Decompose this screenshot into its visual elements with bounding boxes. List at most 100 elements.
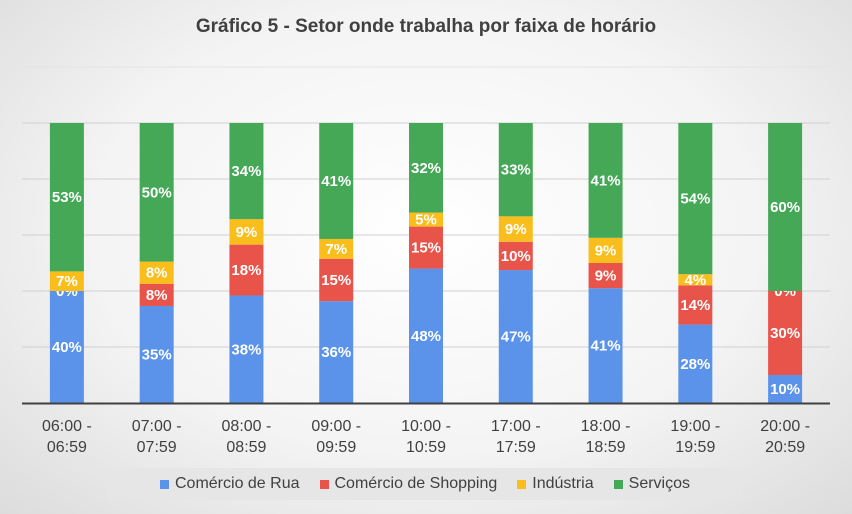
data-label: 15% xyxy=(411,240,441,257)
bar-segment xyxy=(498,270,533,403)
data-label: 40% xyxy=(52,339,82,356)
data-label: 53% xyxy=(52,189,82,206)
x-tick-label: 18:59 xyxy=(586,439,626,456)
bar-segment xyxy=(588,237,623,263)
data-label: 15% xyxy=(321,272,351,289)
data-label: 9% xyxy=(236,224,258,241)
bar-segment xyxy=(678,274,713,286)
data-label: 36% xyxy=(321,344,351,361)
data-label: 41% xyxy=(591,338,621,355)
x-tick-label: 06:59 xyxy=(47,439,87,456)
bar-segment xyxy=(588,263,623,289)
bar-segment xyxy=(139,305,174,403)
data-label: 10% xyxy=(770,381,800,398)
data-label: 28% xyxy=(680,356,710,373)
legend-swatch xyxy=(613,479,623,489)
x-tick-label: 08:59 xyxy=(226,439,266,456)
bar-segment xyxy=(409,226,443,269)
bar-segment xyxy=(49,291,84,403)
data-label: 7% xyxy=(56,273,78,290)
x-tick-label: 19:00 - xyxy=(670,418,720,435)
data-label: 4% xyxy=(684,272,706,289)
data-label: 35% xyxy=(142,346,172,363)
bar-segment xyxy=(678,324,713,403)
bar-segment xyxy=(409,268,443,403)
bar-segment xyxy=(498,241,533,271)
data-label: 48% xyxy=(411,328,441,345)
data-label: 41% xyxy=(591,172,621,189)
bar-segment xyxy=(498,216,533,242)
legend-label: Serviços xyxy=(628,475,690,492)
x-tick-label: 18:00 - xyxy=(581,418,631,435)
legend-item: Serviços xyxy=(613,475,690,493)
data-label: 60% xyxy=(770,199,800,216)
data-label: 8% xyxy=(146,287,168,304)
legend-item: Comércio de Shopping xyxy=(319,475,498,493)
bar-segment xyxy=(229,123,264,220)
data-label: 5% xyxy=(415,212,437,229)
bar-segment xyxy=(588,288,623,403)
bar-segment xyxy=(768,375,803,403)
chart-title: Gráfico 5 - Setor onde trabalha por faix… xyxy=(195,16,657,37)
bar-segment xyxy=(768,123,803,291)
x-tick-label: 17:00 - xyxy=(491,418,541,435)
data-label: 14% xyxy=(680,297,710,314)
bar-segment xyxy=(229,244,264,296)
bar-segment xyxy=(319,123,354,239)
bar-segment xyxy=(139,123,174,262)
data-label: 9% xyxy=(595,268,617,285)
bar-segment xyxy=(409,212,443,227)
x-tick-label: 07:00 - xyxy=(132,418,182,435)
x-tick-label: 06:00 - xyxy=(42,418,92,435)
bar-segment xyxy=(229,219,264,245)
x-tick-label: 09:00 - xyxy=(311,418,361,435)
x-tick-label: 19:59 xyxy=(675,439,715,456)
legend-swatch xyxy=(517,479,527,489)
x-tick-label: 17:59 xyxy=(496,439,536,456)
legend-item: Indústria xyxy=(517,475,594,493)
legend-swatch xyxy=(319,479,329,489)
bar-segment xyxy=(409,123,443,213)
legend-swatch xyxy=(160,479,169,489)
legend-label: Comércio de Shopping xyxy=(334,475,498,492)
bar-segment xyxy=(49,271,84,291)
data-label: 34% xyxy=(231,163,261,180)
chart-legend: Comércio de Rua Comércio de Shopping Indús… xyxy=(107,468,743,500)
data-label: 50% xyxy=(142,184,172,201)
data-label: 18% xyxy=(231,262,261,279)
data-label: 30% xyxy=(770,325,800,342)
bar-segment xyxy=(678,123,713,275)
legend-label: Indústria xyxy=(532,475,594,492)
data-label: 38% xyxy=(231,341,261,358)
x-tick-label: 10:59 xyxy=(406,439,446,456)
x-tick-label: 20:59 xyxy=(765,439,805,456)
x-tick-label: 07:59 xyxy=(137,439,177,456)
bar-segment xyxy=(319,301,354,403)
data-label: 7% xyxy=(325,241,347,258)
bar-segment xyxy=(139,283,174,306)
bar-segment xyxy=(498,123,533,217)
bar-segment xyxy=(139,261,174,284)
bar-segment xyxy=(678,285,713,325)
data-label: 54% xyxy=(680,191,710,208)
data-label: 32% xyxy=(411,160,441,177)
bar-segment xyxy=(588,123,623,238)
bar-segment xyxy=(768,291,803,375)
x-tick-label: 20:00 - xyxy=(760,418,810,435)
bar-segment xyxy=(319,238,354,259)
data-label: 9% xyxy=(505,221,527,238)
data-label: 9% xyxy=(595,242,617,259)
x-tick-label: 10:00 - xyxy=(401,418,451,435)
legend-item: Comércio de Rua xyxy=(160,475,300,493)
data-label: 10% xyxy=(501,248,531,265)
bar-segment xyxy=(49,123,84,272)
data-label: 47% xyxy=(501,329,531,346)
data-label: 8% xyxy=(146,265,168,282)
legend-label: Comércio de Rua xyxy=(175,475,300,492)
bar-segment xyxy=(229,295,264,403)
x-tick-label: 09:59 xyxy=(316,439,356,456)
data-label: 33% xyxy=(501,162,531,179)
data-label: 41% xyxy=(321,173,351,190)
